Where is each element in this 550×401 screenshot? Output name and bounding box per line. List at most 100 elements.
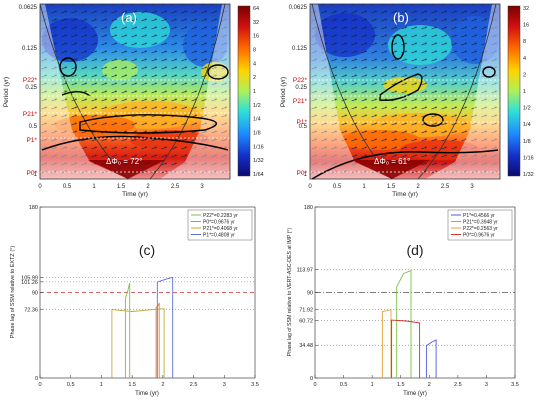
colorbar-tick-label: 1/32 — [253, 158, 264, 164]
svg-text:P21*: P21* — [293, 98, 308, 105]
x-tick-label: 1.5 — [397, 382, 405, 388]
svg-text:0.5: 0.5 — [333, 184, 342, 190]
series-line — [425, 339, 437, 378]
y-tick-label: 180 — [29, 205, 38, 211]
svg-text:2: 2 — [146, 184, 150, 190]
x-tick-label: 1 — [371, 382, 374, 388]
colorbar-tick-label: 1/2 — [523, 106, 531, 112]
svg-text:0.5: 0.5 — [299, 124, 308, 130]
colorbar-a — [237, 5, 251, 177]
y-tick-labels-d: 0 34.48 60.72 71.92 90 113.97 180 — [297, 205, 318, 382]
reference-lines-c — [40, 276, 255, 310]
y-tick-label: 60.72 — [299, 318, 313, 324]
cone-of-influence-left — [310, 4, 392, 179]
svg-text:0.125: 0.125 — [292, 46, 308, 52]
panel-label-d: (d) — [406, 242, 423, 258]
y-tick-labels-b: 0.0625 0.125 0.25 0.5 1 — [289, 5, 308, 178]
series-line — [396, 269, 412, 378]
cone-of-influence-right — [425, 4, 500, 179]
y-tick-label: 0 — [310, 376, 313, 382]
colorbar-tick-label: 4 — [523, 56, 526, 62]
x-tick-label: 1 — [100, 382, 103, 388]
significance-contours — [311, 34, 499, 180]
colorbar-tick-label: 64 — [253, 6, 259, 12]
svg-text:2.5: 2.5 — [441, 184, 450, 190]
coi-line-right — [417, 3, 497, 180]
band-labels-b: P22* P21* P1* P0* — [293, 77, 308, 177]
svg-text:0.0625: 0.0625 — [19, 5, 38, 11]
legend-label: P22*=0.2563 yr — [463, 226, 498, 232]
svg-text:2: 2 — [416, 184, 420, 190]
y-tick-label: 101.26 — [21, 280, 38, 286]
x-tick-label: 2.5 — [454, 382, 462, 388]
phase-triangle — [352, 160, 430, 179]
svg-text:P0*: P0* — [297, 170, 308, 177]
legend-label: P1*=0.4566 yr — [463, 213, 495, 219]
svg-text:1.5: 1.5 — [387, 184, 396, 190]
colorbar-tick-label: 1/4 — [523, 122, 531, 128]
x-tick-label: 2 — [428, 382, 431, 388]
colorbar-tick-label: 8 — [253, 48, 256, 54]
colorbar-tick-label: 1/16 — [253, 144, 264, 150]
x-axis-title-a: Time (yr) — [122, 191, 148, 198]
svg-text:1: 1 — [304, 172, 308, 178]
x-tick-label: 0 — [313, 382, 316, 388]
reference-lines-d — [315, 269, 515, 346]
x-tick-label: 0.5 — [340, 382, 348, 388]
colorbar-tick-label: 4 — [253, 61, 256, 67]
colorbar-ticks-b: 32 16 8 4 2 1 1/2 1/4 1/8 1/16 1/32 — [523, 6, 534, 178]
cone-of-influence-left — [40, 4, 128, 179]
svg-text:P22*: P22* — [293, 77, 308, 84]
colorbar-tick-label: 1/4 — [253, 117, 261, 123]
svg-text:P0*: P0* — [27, 170, 38, 177]
colorbar-tick-label: 1 — [253, 89, 256, 95]
coi-line-right — [149, 3, 226, 180]
svg-text:1: 1 — [92, 184, 96, 190]
colorbar-tick-label: 2 — [523, 72, 526, 78]
x-tick-label: 3 — [223, 382, 226, 388]
x-tick-label: 1.5 — [128, 382, 136, 388]
svg-text:0.0625: 0.0625 — [289, 5, 308, 11]
series-lines-c — [111, 276, 174, 378]
y-tick-label: 90 — [307, 291, 313, 297]
svg-text:0.5: 0.5 — [29, 124, 38, 130]
phase-arrows — [40, 4, 230, 179]
y-tick-label: 180 — [304, 205, 313, 211]
colorbar-tick-label: 1/8 — [523, 139, 531, 145]
x-axis-title-c: Time (yr) — [135, 391, 159, 397]
y-tick-label: 105.99 — [21, 275, 38, 281]
series-line — [155, 302, 160, 378]
colorbar-tick-label: 8 — [523, 39, 526, 45]
y-tick-label: 0 — [35, 376, 38, 382]
y-axis-title-c: Phase lag of SSM relative to EXTZ (°) — [10, 246, 16, 339]
y-tick-label: 72.36 — [24, 307, 38, 313]
colorbar-b — [507, 5, 521, 177]
panel-label-a: (a) — [121, 10, 137, 25]
x-tick-labels-a: 0 0.5 1 1.5 2 2.5 3 — [38, 184, 204, 190]
x-tick-label: 3.5 — [511, 382, 519, 388]
colorbar-ticks-a: 64 32 16 8 4 2 1 1/2 1/4 1/8 1/16 1/32 1/64 — [253, 6, 264, 178]
colorbar-tick-label: 1/32 — [523, 172, 534, 178]
svg-text:0.25: 0.25 — [25, 85, 37, 91]
colorbar-tick-label: 2 — [253, 75, 256, 81]
svg-text:0: 0 — [38, 184, 42, 190]
svg-text:0.25: 0.25 — [295, 85, 307, 91]
legend-label: P0*=0.9676 yr — [463, 232, 495, 238]
svg-text:P1*: P1* — [297, 119, 308, 126]
svg-text:P22*: P22* — [23, 77, 38, 84]
svg-text:1.5: 1.5 — [117, 184, 126, 190]
colorbar-tick-label: 16 — [253, 34, 259, 40]
legend-label: P21*=0.4068 yr — [203, 226, 238, 232]
x-tick-label: 3 — [485, 382, 488, 388]
svg-text:1: 1 — [362, 184, 366, 190]
phase-annotation-b: ΔΦ₀ = 61° — [374, 157, 410, 166]
plot-frame — [39, 3, 231, 180]
colorbar-tick-label: 1/2 — [253, 103, 261, 109]
legend-label: P22*=0.2283 yr — [203, 213, 238, 219]
y-tick-label: 71.92 — [299, 308, 313, 314]
series-line — [381, 308, 392, 378]
